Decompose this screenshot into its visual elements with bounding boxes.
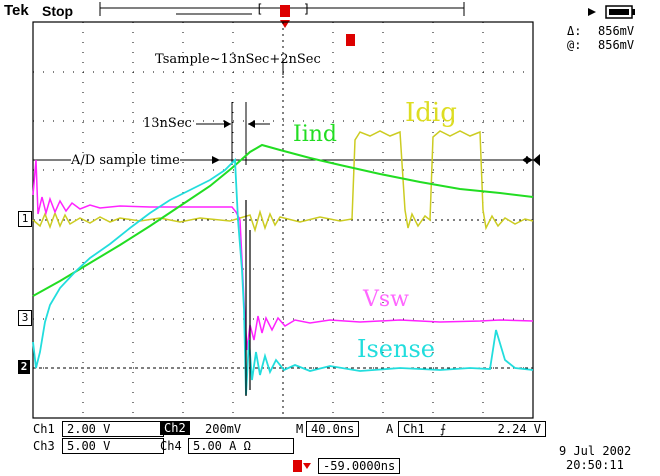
- ch2-marker[interactable]: 2: [18, 360, 30, 374]
- ch1-marker[interactable]: 1: [18, 211, 32, 227]
- trigger-settings[interactable]: Ch1 ⨍ 2.24 V: [398, 421, 546, 437]
- trigger-point-icon: [280, 20, 290, 28]
- annotation-13nsec: 13nSec: [143, 116, 192, 131]
- annotation-ad-sample: A/D sample time: [71, 153, 180, 168]
- ch4-scale[interactable]: 5.00 A Ω: [188, 438, 294, 454]
- svg-text:]: ]: [303, 2, 310, 16]
- date-label: 9 Jul 2002: [559, 444, 632, 458]
- trigger-source: Ch1: [403, 422, 425, 436]
- rising-edge-icon: ⨍: [439, 422, 447, 436]
- timebase-value[interactable]: 40.0ns: [306, 421, 360, 437]
- ch3-marker[interactable]: 3: [18, 310, 32, 326]
- trigger-level-arrow-icon: [533, 154, 540, 166]
- ch3-scale[interactable]: 5.00 V: [62, 438, 164, 454]
- ch1-label[interactable]: Ch1: [33, 422, 55, 436]
- ch3-label[interactable]: Ch3: [33, 439, 55, 453]
- acquisition-status: Stop: [42, 3, 74, 19]
- trace-idig: [32, 130, 534, 233]
- label-isense: Isense: [357, 335, 435, 363]
- ch4-label[interactable]: Ch4: [160, 439, 182, 453]
- ch2-scale[interactable]: 200mV: [205, 422, 242, 436]
- trigger-mode-label: A: [386, 422, 394, 436]
- label-idig: Idig: [405, 98, 457, 128]
- trigger-offset-icon: [293, 460, 302, 472]
- label-vsw: Vsw: [363, 287, 410, 312]
- timebase-label: M: [296, 422, 304, 436]
- trigger-level: 2.24 V: [497, 422, 541, 436]
- svg-text:[: [: [256, 2, 263, 16]
- delta-value: 856mV: [598, 24, 635, 38]
- trace-isense: [32, 157, 534, 396]
- trigger-position-icon: [280, 5, 290, 17]
- delta-label: Δ:: [567, 24, 582, 38]
- ch2-label[interactable]: Ch2: [160, 421, 190, 435]
- at-label: @:: [567, 38, 582, 52]
- probe-icon: [588, 8, 596, 16]
- trigger-offset-value[interactable]: -59.0000ns: [318, 458, 401, 474]
- trace-vsw: [32, 159, 534, 351]
- time-label: 20:50:11: [566, 458, 624, 472]
- trigger-level-icon: [346, 34, 355, 46]
- label-iind: Iind: [293, 122, 337, 147]
- trace-iind: [32, 143, 534, 297]
- brand-label: Tek: [4, 2, 29, 19]
- at-value: 856mV: [598, 38, 635, 52]
- ch1-scale[interactable]: 2.00 V: [62, 421, 164, 437]
- annotation-tsample: Tsample~13nSec+2nSec: [155, 52, 321, 67]
